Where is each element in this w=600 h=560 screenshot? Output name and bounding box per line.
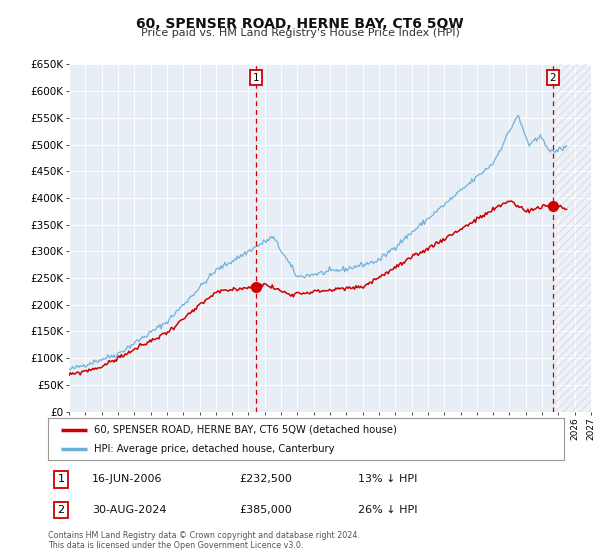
Text: 60, SPENSER ROAD, HERNE BAY, CT6 5QW: 60, SPENSER ROAD, HERNE BAY, CT6 5QW — [136, 17, 464, 31]
Text: HPI: Average price, detached house, Canterbury: HPI: Average price, detached house, Cant… — [94, 444, 335, 454]
Text: 26% ↓ HPI: 26% ↓ HPI — [358, 505, 417, 515]
Text: 60, SPENSER ROAD, HERNE BAY, CT6 5QW (detached house): 60, SPENSER ROAD, HERNE BAY, CT6 5QW (de… — [94, 424, 397, 435]
Text: 2: 2 — [550, 73, 556, 83]
Text: 1: 1 — [253, 73, 259, 83]
Text: 13% ↓ HPI: 13% ↓ HPI — [358, 474, 417, 484]
Text: This data is licensed under the Open Government Licence v3.0.: This data is licensed under the Open Gov… — [48, 541, 304, 550]
Text: 30-AUG-2024: 30-AUG-2024 — [92, 505, 166, 515]
Text: Price paid vs. HM Land Registry's House Price Index (HPI): Price paid vs. HM Land Registry's House … — [140, 28, 460, 38]
Text: £232,500: £232,500 — [239, 474, 292, 484]
Text: 16-JUN-2006: 16-JUN-2006 — [92, 474, 163, 484]
Text: Contains HM Land Registry data © Crown copyright and database right 2024.: Contains HM Land Registry data © Crown c… — [48, 531, 360, 540]
Text: £385,000: £385,000 — [239, 505, 292, 515]
Text: 1: 1 — [58, 474, 64, 484]
Text: 2: 2 — [58, 505, 64, 515]
